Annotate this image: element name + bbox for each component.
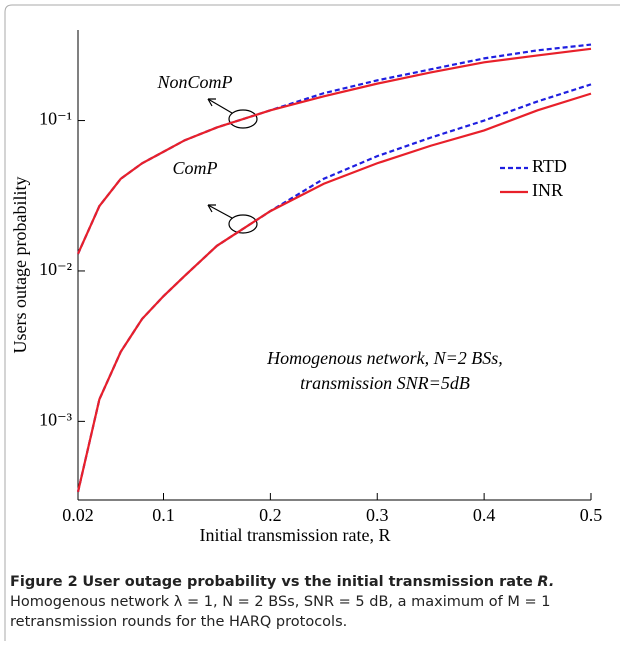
x-tick-label: 0.3	[366, 505, 389, 525]
caption-text: Homogenous network λ = 1, N = 2 BSs, SNR…	[10, 594, 551, 630]
caption-title: User outage probability vs the initial t…	[82, 574, 533, 590]
caption-var: R.	[537, 574, 555, 590]
x-tick-label: 0.5	[580, 505, 603, 525]
series-line	[76, 43, 592, 255]
arrow	[207, 204, 233, 219]
legend-label: INR	[532, 180, 563, 200]
x-axis-label: Initial transmission rate, R	[200, 525, 391, 545]
series-line	[76, 47, 592, 255]
caption-label: Figure 2	[10, 574, 78, 590]
arrow-head	[207, 98, 216, 107]
x-tick-label: 0.02	[62, 505, 94, 525]
series-line	[76, 92, 592, 493]
annotation: Homogenous network, N=2 BSs,	[266, 348, 503, 368]
x-tick-label: 0.4	[473, 505, 496, 525]
curve-markers	[207, 98, 258, 234]
y-tick-label: 10⁻¹	[39, 109, 72, 129]
legend-label: RTD	[532, 156, 567, 176]
curve-label: ComP	[173, 158, 218, 178]
y-tick-label: 10⁻³	[39, 409, 73, 429]
arrow-head	[207, 204, 216, 213]
annotation: transmission SNR=5dB	[300, 373, 470, 393]
ellipse	[228, 214, 258, 234]
y-axis-label: Users outage probability	[10, 177, 30, 354]
caption: Figure 2 User outage probability vs the …	[10, 572, 616, 632]
ellipse	[228, 109, 258, 129]
x-tick-label: 0.1	[152, 505, 175, 525]
x-tick-label: 0.2	[259, 505, 282, 525]
y-tick-label: 10⁻²	[39, 259, 72, 279]
curve-label: NonComP	[156, 72, 232, 92]
series-line	[76, 83, 592, 493]
frame	[4, 4, 620, 641]
arrow	[207, 98, 233, 114]
caption-box: Figure 2 User outage probability vs the …	[10, 572, 616, 632]
